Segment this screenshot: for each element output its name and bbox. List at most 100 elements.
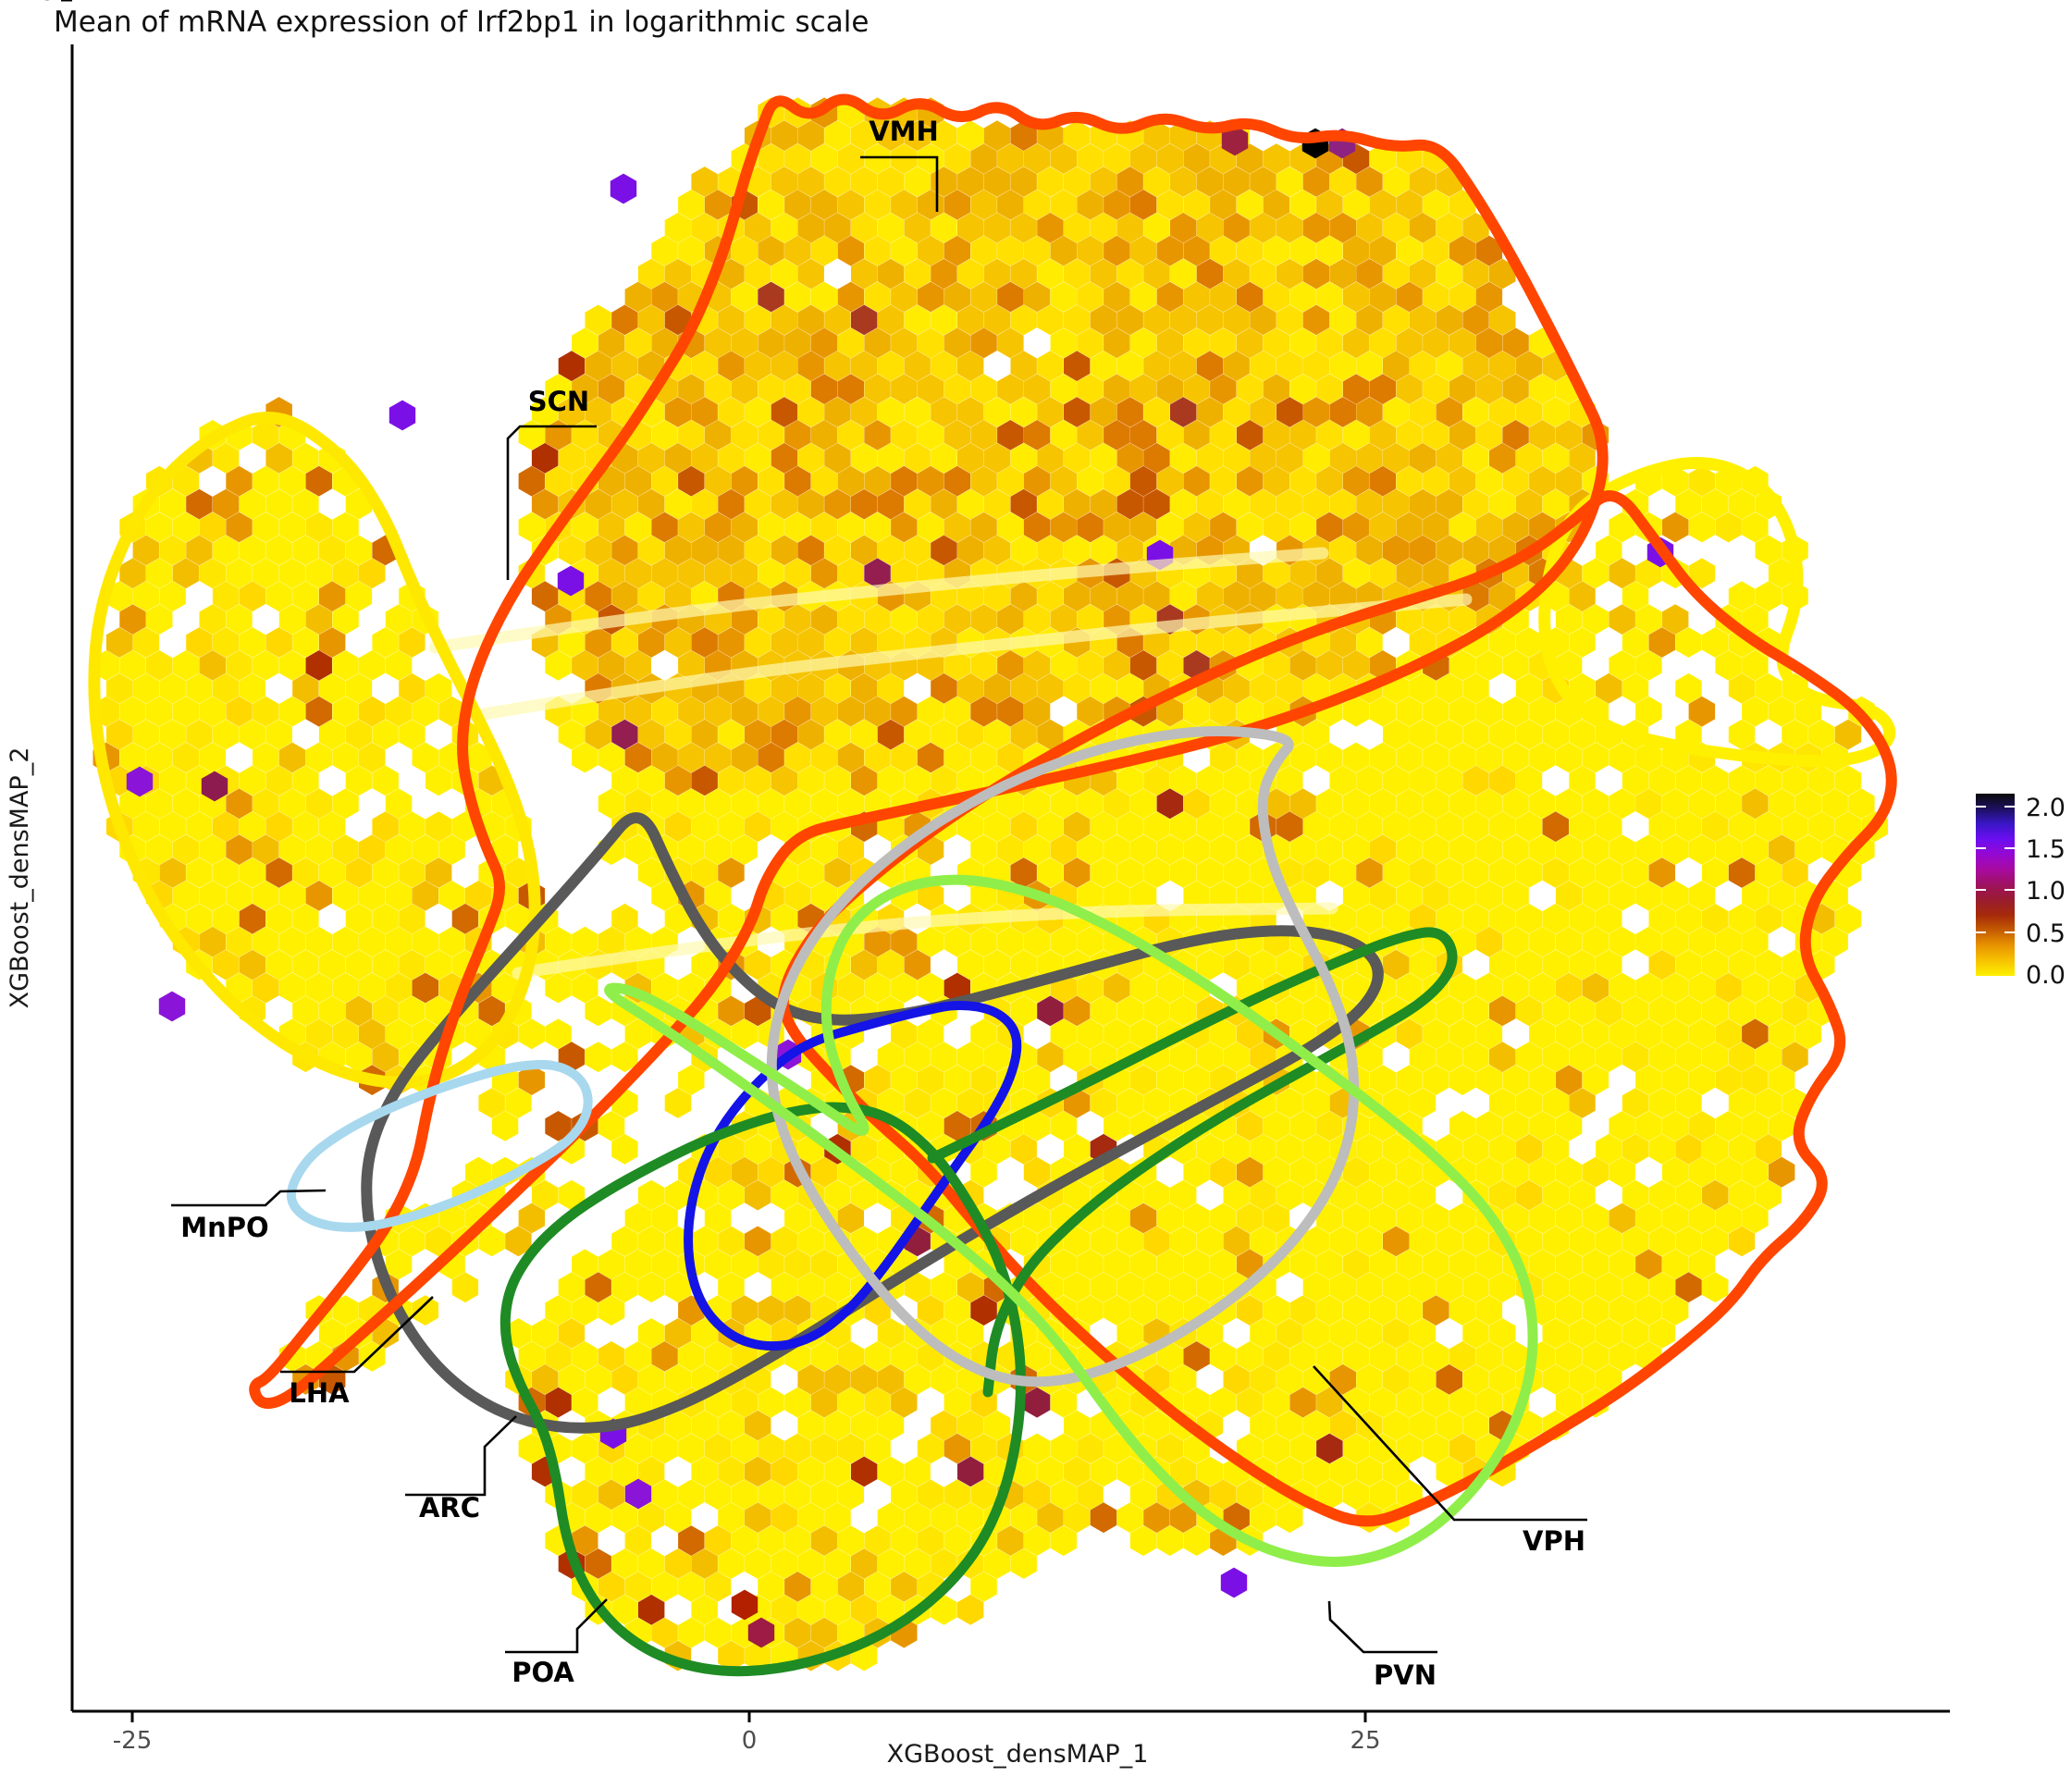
hex-cell: [186, 488, 213, 520]
hex-cell: [305, 926, 332, 957]
hex-cell: [1596, 903, 1622, 934]
hex-cell: [1596, 811, 1622, 843]
hex-cell: [877, 1410, 905, 1441]
hex-cell: [1329, 535, 1356, 566]
colorbar-tick-label: 0.0: [2026, 961, 2066, 990]
hex-cell: [864, 1295, 891, 1326]
hex-cell: [891, 327, 918, 359]
hex-cell: [1569, 581, 1596, 612]
hex-cell: [691, 442, 718, 474]
hex-cell: [1462, 258, 1489, 290]
hex-cell: [851, 627, 878, 658]
hex-cell: [1675, 627, 1702, 658]
hex-cell: [1116, 995, 1143, 1027]
hex-cell: [904, 1042, 931, 1073]
hex-cell: [1143, 212, 1170, 243]
hex-cell: [1236, 374, 1264, 404]
hex-cell: [1276, 351, 1303, 382]
hex-cell: [744, 719, 771, 750]
hex-cell: [1077, 1433, 1104, 1464]
hex-cell: [1383, 1363, 1410, 1395]
hex-cell: [917, 742, 944, 773]
hex-cell: [744, 1456, 771, 1487]
hex-cell: [1502, 788, 1529, 820]
hex-cell: [691, 351, 718, 382]
hex-cell: [1582, 558, 1610, 589]
hex-cell: [691, 719, 718, 750]
hex-cell: [1782, 811, 1808, 843]
hex-cell: [159, 811, 186, 843]
hex-cell: [1569, 1088, 1596, 1118]
hex-cell: [1529, 742, 1556, 773]
hex-cell: [837, 834, 864, 865]
hex-cell: [691, 166, 718, 197]
hex-cell: [797, 488, 824, 520]
hex-cell: [744, 351, 771, 382]
hex-cell: [1023, 1156, 1051, 1188]
hex-cell: [1129, 235, 1157, 266]
hex-cell: [1276, 1088, 1303, 1118]
hex-cell: [1369, 1479, 1397, 1511]
hex-cell: [412, 696, 438, 727]
hex-cell: [931, 397, 957, 427]
hex-cell: [1529, 1111, 1556, 1141]
hex-cell: [691, 949, 718, 980]
hex-cell: [1489, 1088, 1516, 1118]
hex-cell: [385, 604, 413, 635]
hex-cell: [1436, 535, 1462, 566]
hex-cell: [199, 650, 226, 681]
hex-cell: [797, 304, 824, 336]
hex-cell: [1077, 281, 1104, 313]
hex-cell: [970, 881, 997, 911]
hex-cell: [944, 696, 970, 727]
hex-cell: [1263, 1341, 1290, 1372]
hex-cell: [997, 235, 1024, 266]
hex-cell: [1555, 1156, 1583, 1188]
hex-cell: [1409, 1363, 1437, 1395]
hex-cell: [837, 420, 864, 450]
hex-cell: [1183, 1156, 1210, 1188]
x-tick-label: 25: [1350, 1727, 1380, 1755]
hex-cell: [904, 397, 931, 427]
hex-cell: [1356, 258, 1383, 290]
hex-cell: [944, 604, 970, 635]
hex-cell: [758, 788, 784, 820]
hex-cell: [1064, 581, 1091, 612]
hex-cell: [1423, 742, 1449, 773]
hex-cell: [1023, 143, 1051, 174]
hex-cell: [837, 1341, 864, 1372]
hex-cell: [399, 857, 426, 888]
hex-cell: [1555, 926, 1583, 957]
hex-cell: [119, 696, 146, 727]
hex-cell: [1250, 1318, 1276, 1349]
hex-cell: [1396, 374, 1423, 404]
hex-cell: [345, 535, 373, 566]
hex-cell: [1170, 1272, 1197, 1303]
chart-title: Mean of mRNA expression of Irf2bp1 in lo…: [54, 6, 869, 39]
hex-cell: [611, 719, 638, 750]
hex-cell: [637, 627, 665, 658]
hex-cell: [1675, 1042, 1702, 1073]
hex-cell: [1263, 374, 1290, 404]
hex-cell: [1728, 949, 1756, 980]
hex-cell: [877, 535, 905, 566]
hex-cell: [624, 1341, 651, 1372]
hex-cell: [877, 1456, 905, 1487]
hex-cell: [1316, 465, 1343, 497]
hex-cell: [1329, 212, 1356, 243]
hex-cell: [877, 397, 905, 427]
hex-cell: [1423, 1295, 1449, 1326]
hex-cell: [1569, 765, 1596, 796]
hex-cell: [345, 995, 373, 1027]
hex-cell: [931, 1594, 957, 1625]
hex-cell: [359, 926, 386, 957]
hex-cell: [1396, 327, 1423, 359]
hex-cell: [784, 1433, 811, 1464]
hex-cell: [1183, 1202, 1210, 1234]
hex-cell: [970, 604, 997, 635]
hex-cell: [1502, 881, 1529, 911]
hex-cell: [1250, 1410, 1276, 1441]
hex-cell: [1383, 304, 1410, 336]
hex-cell: [199, 604, 226, 635]
hex-cell: [1529, 374, 1556, 404]
